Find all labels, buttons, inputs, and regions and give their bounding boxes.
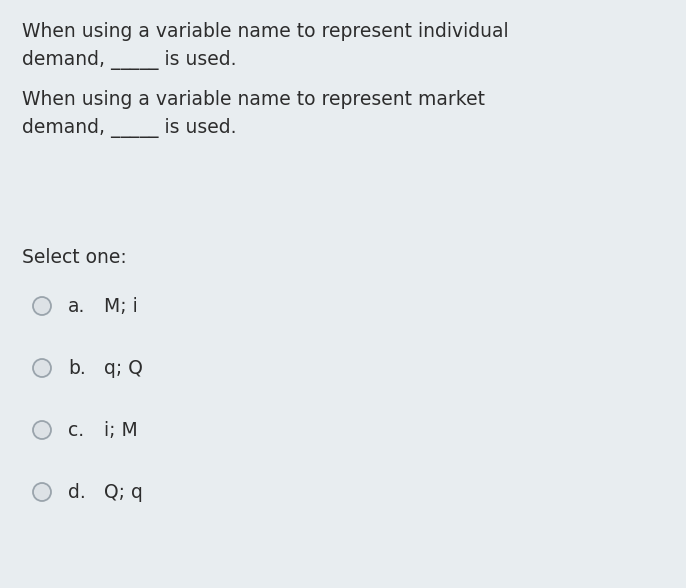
Circle shape bbox=[33, 483, 51, 501]
Text: d.: d. bbox=[68, 483, 86, 502]
Text: c.: c. bbox=[68, 420, 84, 439]
Text: b.: b. bbox=[68, 359, 86, 377]
Circle shape bbox=[33, 359, 51, 377]
Text: a.: a. bbox=[68, 296, 85, 316]
Text: When using a variable name to represent market: When using a variable name to represent … bbox=[22, 90, 485, 109]
Text: When using a variable name to represent individual: When using a variable name to represent … bbox=[22, 22, 508, 41]
Text: demand, _____ is used.: demand, _____ is used. bbox=[22, 50, 237, 70]
Text: M; i: M; i bbox=[104, 296, 138, 316]
Text: Q; q: Q; q bbox=[104, 483, 143, 502]
Circle shape bbox=[33, 297, 51, 315]
Text: i; M: i; M bbox=[104, 420, 138, 439]
Text: demand, _____ is used.: demand, _____ is used. bbox=[22, 118, 237, 138]
Text: Select one:: Select one: bbox=[22, 248, 127, 267]
Text: q; Q: q; Q bbox=[104, 359, 143, 377]
Circle shape bbox=[33, 421, 51, 439]
